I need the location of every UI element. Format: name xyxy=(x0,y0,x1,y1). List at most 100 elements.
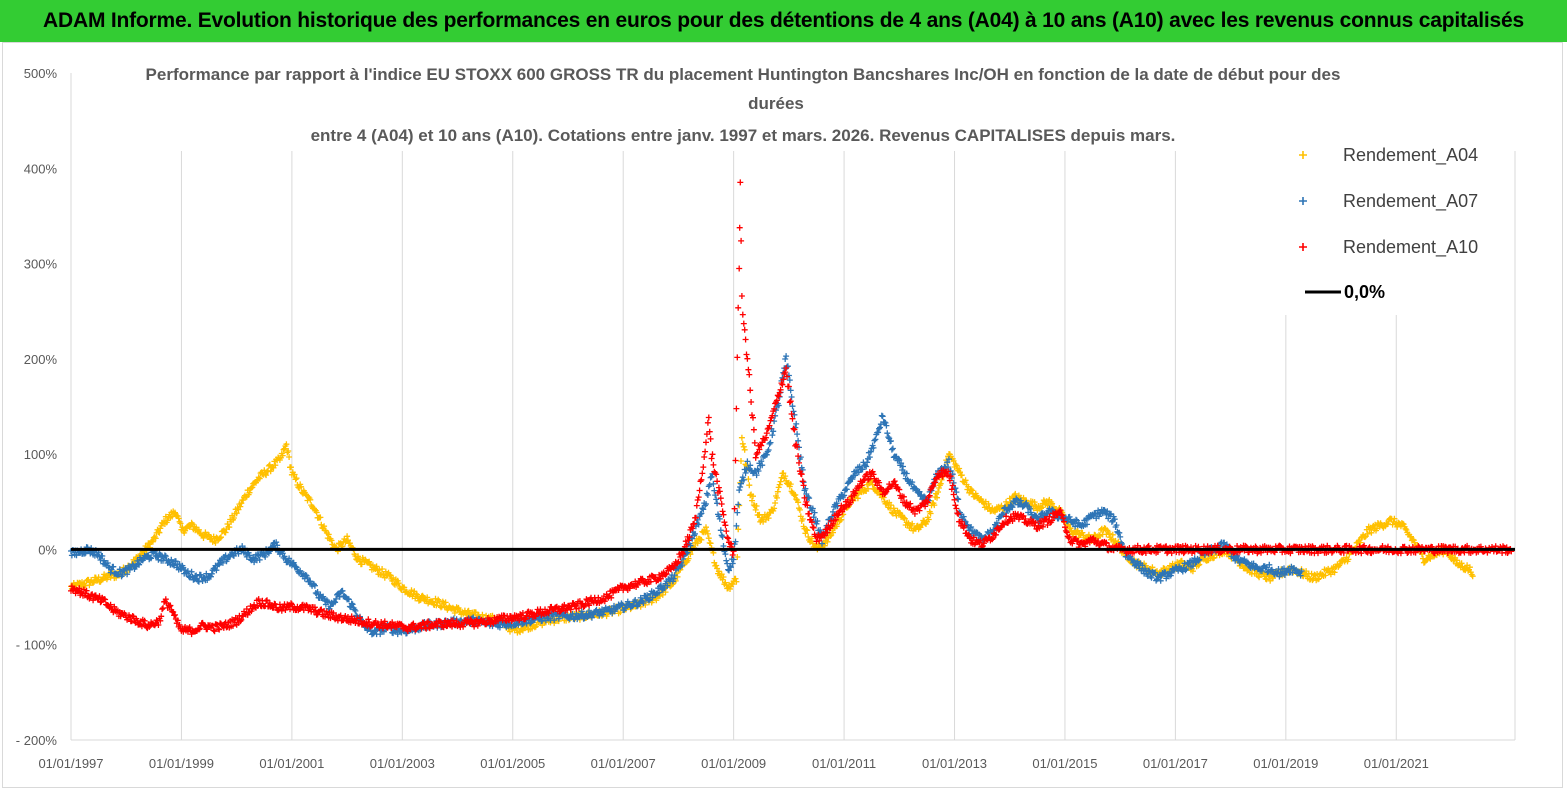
data-point xyxy=(740,320,747,327)
data-point xyxy=(776,389,783,396)
data-point xyxy=(699,470,706,477)
data-point xyxy=(567,606,574,613)
data-point xyxy=(1049,506,1056,513)
data-point xyxy=(111,603,118,610)
data-point xyxy=(803,491,810,497)
data-point xyxy=(788,411,795,417)
data-point xyxy=(736,265,743,272)
data-point xyxy=(321,608,328,614)
data-point xyxy=(381,618,388,625)
x-tick-label: 01/01/1999 xyxy=(149,756,214,771)
data-point xyxy=(706,481,713,488)
data-point xyxy=(969,487,975,494)
data-point xyxy=(283,441,290,448)
data-point xyxy=(734,554,741,560)
data-point xyxy=(1014,496,1021,503)
data-point xyxy=(160,557,166,564)
data-point xyxy=(903,470,910,477)
data-point xyxy=(900,493,907,500)
data-point xyxy=(946,456,952,463)
data-point xyxy=(785,383,792,390)
data-point xyxy=(357,614,363,621)
data-point xyxy=(401,584,408,591)
data-point xyxy=(811,509,818,516)
data-point xyxy=(782,473,789,480)
data-point xyxy=(884,430,891,437)
data-point xyxy=(353,612,360,619)
data-point xyxy=(724,534,731,541)
data-point xyxy=(1241,556,1248,563)
data-point xyxy=(119,571,126,578)
data-point xyxy=(1074,527,1081,534)
data-point xyxy=(432,595,439,602)
data-point xyxy=(646,597,652,604)
data-point xyxy=(1364,530,1371,537)
data-point xyxy=(753,472,760,479)
data-point xyxy=(808,535,815,542)
data-point xyxy=(578,608,585,615)
data-point xyxy=(290,559,297,566)
data-point xyxy=(1089,535,1096,542)
data-point xyxy=(491,614,498,621)
data-point xyxy=(900,514,907,521)
data-point xyxy=(1038,505,1044,512)
data-point xyxy=(720,574,727,580)
data-point xyxy=(732,457,739,464)
data-point xyxy=(166,603,173,610)
data-point xyxy=(429,598,436,605)
data-point xyxy=(777,386,784,393)
data-point xyxy=(834,512,841,519)
data-point xyxy=(451,610,458,616)
data-point xyxy=(727,564,734,571)
data-point xyxy=(376,566,383,573)
data-point xyxy=(1266,561,1273,568)
data-point xyxy=(657,582,664,589)
data-point xyxy=(1195,557,1202,564)
data-point xyxy=(939,473,946,480)
data-point xyxy=(705,535,712,542)
data-point xyxy=(719,576,726,583)
data-point xyxy=(196,625,203,632)
data-point xyxy=(740,476,747,483)
data-point xyxy=(408,587,415,594)
data-point xyxy=(1105,515,1112,522)
data-point xyxy=(1337,560,1344,567)
data-point xyxy=(186,624,193,631)
data-point xyxy=(932,479,939,486)
data-point xyxy=(692,514,699,521)
data-point xyxy=(640,600,647,606)
y-tick-label: 400% xyxy=(24,161,58,176)
data-point xyxy=(875,429,882,436)
data-point xyxy=(238,616,245,623)
data-point xyxy=(527,620,534,627)
data-point xyxy=(746,482,753,489)
data-point xyxy=(731,505,738,512)
data-point xyxy=(926,492,933,499)
data-point xyxy=(460,623,467,630)
data-point xyxy=(870,471,877,478)
data-point xyxy=(424,619,431,626)
data-point xyxy=(1038,504,1045,511)
data-point xyxy=(733,405,740,412)
data-point xyxy=(1112,537,1119,544)
data-point xyxy=(1117,533,1124,540)
data-point xyxy=(637,594,644,601)
data-point xyxy=(155,529,162,535)
data-point xyxy=(107,569,114,576)
data-point xyxy=(1263,576,1270,583)
data-point xyxy=(1111,516,1118,523)
y-tick-label: 500% xyxy=(24,66,58,81)
data-point xyxy=(311,582,318,589)
data-point xyxy=(935,489,941,495)
data-point xyxy=(882,419,889,426)
data-point xyxy=(916,488,923,495)
data-point xyxy=(804,527,811,534)
data-point xyxy=(830,520,836,527)
data-point xyxy=(793,420,800,427)
data-point xyxy=(204,577,211,583)
data-point xyxy=(776,481,783,488)
data-point xyxy=(771,505,778,512)
data-point xyxy=(922,503,929,510)
data-point xyxy=(865,476,871,483)
data-point xyxy=(256,475,263,482)
